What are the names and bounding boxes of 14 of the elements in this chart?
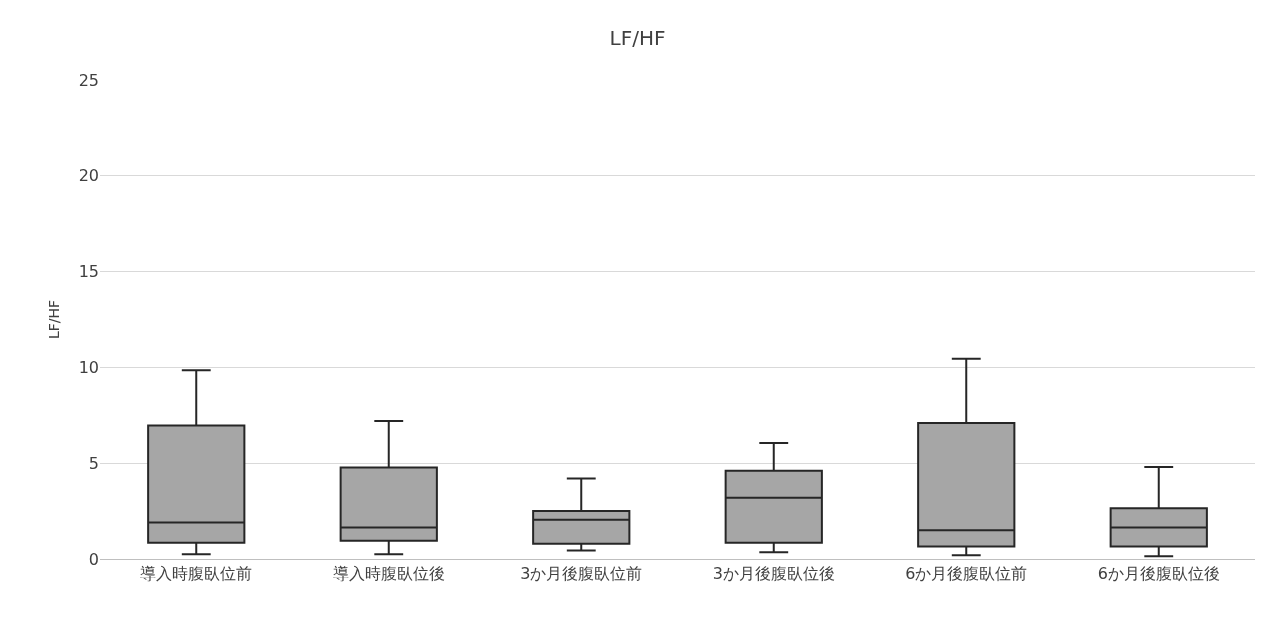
x-tick-label: 導入時腹臥位後 — [332, 564, 445, 584]
y-tick-label: 25 — [78, 70, 99, 90]
chart-title: LF/HF — [609, 25, 666, 50]
x-tick-label: 6か月後腹臥位後 — [1097, 564, 1220, 584]
x-tick-label: 6か月後腹臥位前 — [905, 564, 1028, 584]
y-tick-label: 10 — [78, 358, 99, 377]
y-tick-label: 5 — [88, 453, 99, 473]
x-tick-label: 3か月後腹臥位前 — [520, 564, 643, 584]
y-tick-label: 15 — [78, 262, 99, 282]
x-tick-label: 導入時腹臥位前 — [140, 564, 253, 584]
y-tick-label: 20 — [78, 166, 99, 186]
y-tick-label: 0 — [88, 549, 99, 569]
x-tick-label: 3か月後腹臥位後 — [712, 564, 835, 584]
y-axis-title: LF/HF — [46, 299, 63, 340]
